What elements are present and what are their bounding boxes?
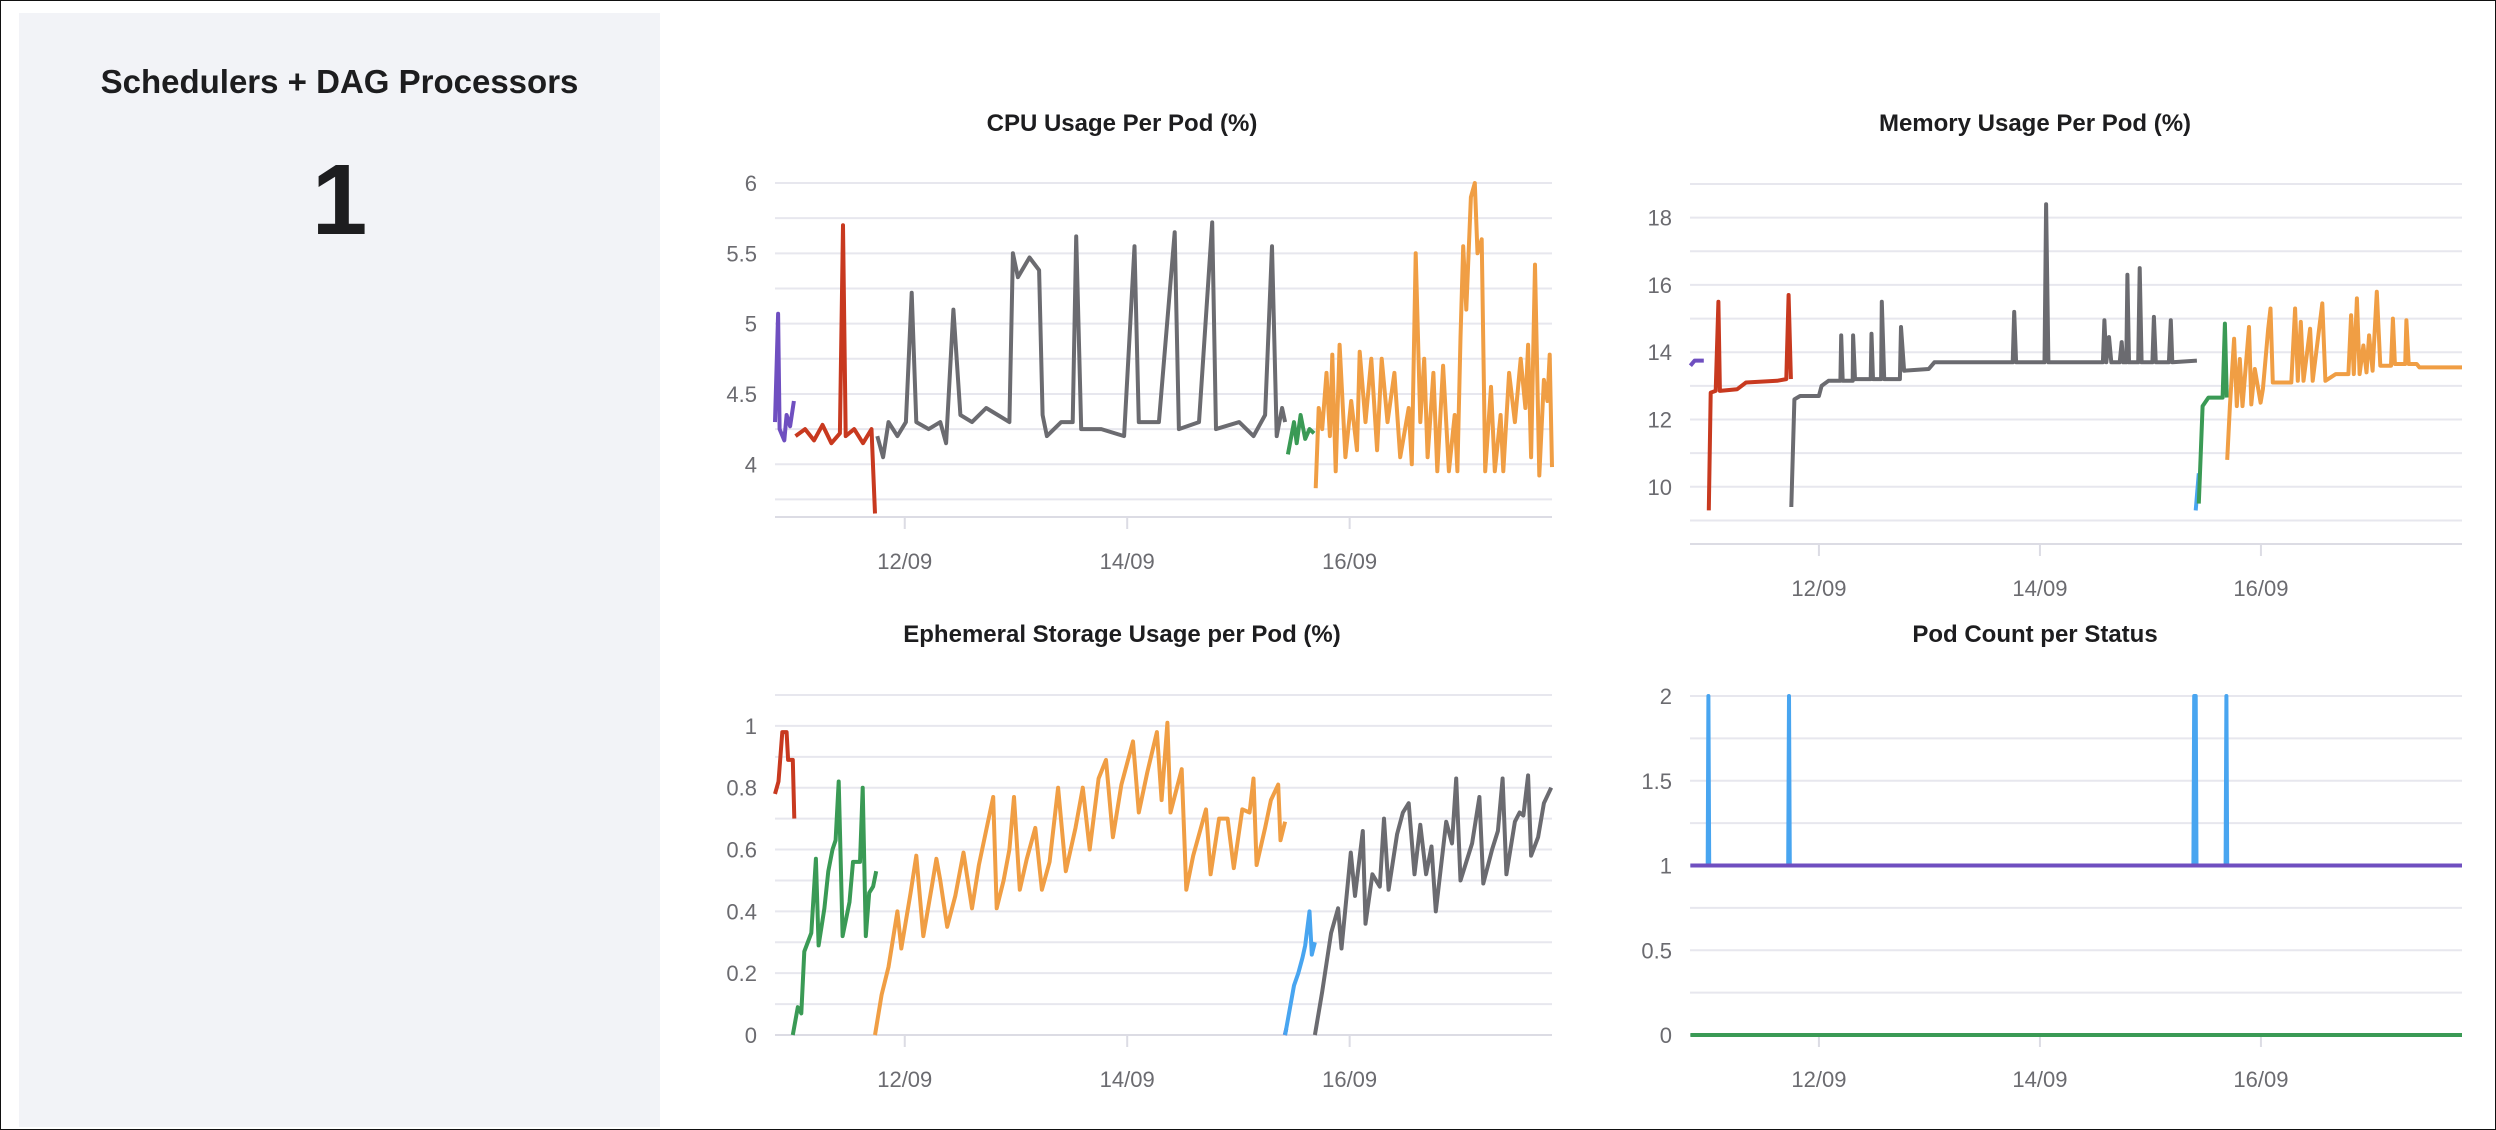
x-tick-label: 12/09 bbox=[877, 1067, 932, 1092]
series-line-green bbox=[1285, 413, 1316, 455]
stat-title: Schedulers + DAG Processors bbox=[100, 63, 579, 100]
y-tick-label: 6 bbox=[745, 171, 757, 196]
x-tick-label: 16/09 bbox=[2233, 1067, 2288, 1092]
y-tick-label: 0.6 bbox=[726, 838, 757, 863]
y-tick-label: 0 bbox=[1660, 1023, 1672, 1048]
series-line-green bbox=[2196, 321, 2229, 504]
x-tick-label: 12/09 bbox=[877, 549, 932, 574]
x-tick-label: 14/09 bbox=[1100, 1067, 1155, 1092]
series-line-gray bbox=[1312, 773, 1554, 1036]
y-tick-label: 4.5 bbox=[726, 382, 757, 407]
series-line-gray bbox=[1789, 202, 2198, 508]
series-line-purple bbox=[773, 311, 796, 443]
series-line-orange bbox=[2225, 289, 2462, 461]
series-line-red bbox=[773, 730, 797, 819]
y-tick-label: 0.8 bbox=[726, 776, 757, 801]
series-line-orange bbox=[1313, 181, 1554, 489]
y-tick-label: 0.4 bbox=[726, 899, 757, 924]
y-tick-label: 2 bbox=[1660, 684, 1672, 709]
y-tick-label: 5.5 bbox=[726, 241, 757, 266]
memory-chart: 10 12 14 16 18 12/09 14/09 16/09 bbox=[1648, 183, 2462, 601]
y-tick-label: 5 bbox=[745, 312, 757, 337]
x-tick-label: 14/09 bbox=[2012, 576, 2067, 601]
x-tick-label: 12/09 bbox=[1791, 576, 1846, 601]
y-tick-label: 18 bbox=[1648, 206, 1672, 231]
series-line-purple bbox=[1688, 358, 1704, 367]
memory-chart-title: Memory Usage Per Pod (%) bbox=[1878, 110, 2192, 137]
y-tick-label: 1 bbox=[1660, 854, 1672, 879]
x-tick-label: 12/09 bbox=[1791, 1067, 1846, 1092]
series-line-red bbox=[1706, 293, 1793, 511]
x-tick-label: 14/09 bbox=[2012, 1067, 2067, 1092]
y-tick-label: 0.2 bbox=[726, 961, 757, 986]
y-tick-label: 1.5 bbox=[1641, 769, 1672, 794]
pod-count-chart: 0 0.5 1 1.5 2 12/09 14/09 16/09 bbox=[1641, 684, 2462, 1092]
y-tick-label: 0 bbox=[745, 1023, 757, 1048]
x-tick-label: 16/09 bbox=[1322, 1067, 1377, 1092]
cpu-chart-title: CPU Usage Per Pod (%) bbox=[986, 110, 1258, 137]
schedulers-stat-panel: Schedulers + DAG Processors 1 bbox=[19, 13, 660, 1127]
series-line-red bbox=[794, 223, 877, 514]
y-tick-label: 14 bbox=[1648, 340, 1672, 365]
y-tick-label: 12 bbox=[1648, 408, 1672, 433]
y-tick-label: 0.5 bbox=[1641, 938, 1672, 963]
y-tick-label: 4 bbox=[745, 452, 757, 477]
x-tick-label: 16/09 bbox=[1322, 549, 1377, 574]
cpu-chart: 4 4.5 5 5.5 6 12/09 14/09 16/09 bbox=[726, 171, 1554, 574]
ephemeral-chart-title: Ephemeral Storage Usage per Pod (%) bbox=[903, 621, 1341, 648]
series-line-green bbox=[790, 779, 879, 1036]
y-tick-label: 1 bbox=[745, 714, 757, 739]
y-tick-label: 10 bbox=[1648, 475, 1672, 500]
x-tick-label: 14/09 bbox=[1100, 549, 1155, 574]
pod-count-chart-title: Pod Count per Status bbox=[1912, 621, 2158, 648]
series-line-blue bbox=[1283, 909, 1317, 1036]
y-tick-label: 16 bbox=[1648, 273, 1672, 298]
series-line-orange bbox=[873, 720, 1288, 1036]
ephemeral-chart: 0 0.2 0.4 0.6 0.8 1 12/09 14/09 16/09 bbox=[726, 694, 1554, 1092]
series-line-gray bbox=[875, 220, 1288, 460]
stat-value: 1 bbox=[311, 144, 368, 256]
x-tick-label: 16/09 bbox=[2233, 576, 2288, 601]
